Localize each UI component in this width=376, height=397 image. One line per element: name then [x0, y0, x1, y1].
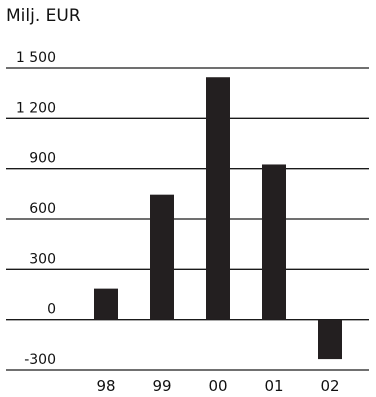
unit-label: Milj. EUR: [6, 6, 81, 26]
x-tick-label: 01: [264, 377, 283, 395]
y-tick-label: -300: [24, 352, 56, 368]
y-tick-label: 1 200: [16, 100, 56, 116]
y-tick-label: 600: [29, 201, 56, 217]
bar-98: [94, 288, 118, 320]
x-tick-label: 02: [320, 377, 339, 395]
y-tick-labels: 1 500 1 200 900 600 300 0 -300: [16, 50, 56, 368]
bar-99: [150, 194, 174, 320]
y-tick-label: 300: [29, 251, 56, 267]
x-tick-label: 99: [152, 377, 171, 395]
bar-00: [206, 77, 230, 320]
y-tick-label: 1 500: [16, 50, 56, 66]
x-tick-labels: 98 99 00 01 02: [96, 377, 339, 395]
bar-01: [262, 164, 286, 320]
x-tick-label: 00: [208, 377, 227, 395]
x-tick-label: 98: [96, 377, 115, 395]
bars: [94, 77, 342, 360]
y-tick-label: 900: [29, 151, 56, 167]
gridlines: [6, 67, 369, 371]
bar-02: [318, 319, 342, 360]
y-tick-label: 0: [47, 302, 56, 318]
